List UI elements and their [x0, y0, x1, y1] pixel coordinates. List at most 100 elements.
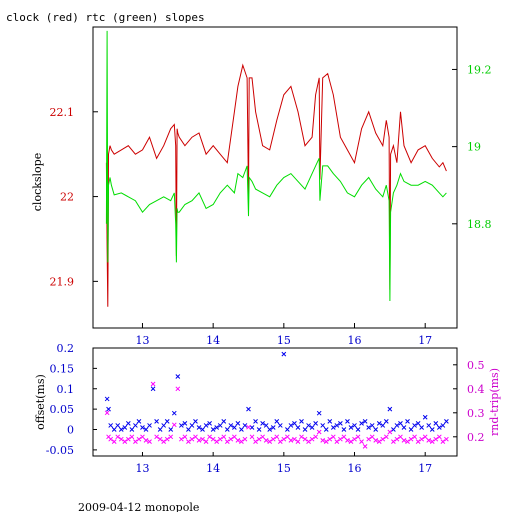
offset-panel: 13 14 15 16 17 -0.05 0 0.05 0.1 0.15 0.2 0.2 0.3 0.4 0…	[34, 342, 501, 475]
offset-point	[405, 419, 410, 424]
offset-x-tick-label: 17	[418, 462, 432, 475]
slope-panel: 13 14 15 16 17 21.9 22 22.1 18.8 19 19.2 clockslop…	[31, 26, 492, 347]
offset-point	[429, 427, 435, 432]
offset-point	[193, 419, 198, 424]
rtt-point	[193, 434, 198, 440]
offset-point	[224, 427, 230, 432]
rtt-point	[217, 436, 223, 442]
rtt-point	[253, 439, 258, 444]
offset-point	[366, 425, 372, 430]
rtt-point	[274, 434, 280, 440]
rtt-y-tick-label: 0.4	[467, 383, 485, 396]
offset-point	[111, 427, 117, 432]
offset-point	[143, 427, 149, 432]
slope-x-tick-label: 17	[418, 334, 432, 347]
slope-x-tick-label: 15	[277, 334, 291, 347]
offset-point	[327, 419, 333, 424]
offset-point	[436, 425, 442, 430]
offset-point	[426, 423, 432, 428]
rtt-point	[415, 439, 421, 444]
rtt-point	[186, 439, 191, 444]
offset-x-tick-label: 14	[206, 462, 220, 475]
offset-point	[186, 427, 191, 432]
offset-point	[334, 423, 340, 428]
offset-point	[419, 425, 425, 430]
rtt-point	[440, 439, 446, 444]
rtt-point	[412, 434, 417, 440]
rtc-slope-line	[105, 30, 447, 302]
rtt-point	[125, 436, 131, 442]
offset-point	[129, 427, 135, 432]
rtt-point	[232, 434, 237, 440]
rtt-point	[419, 436, 425, 442]
offset-point	[140, 425, 145, 430]
offset-point	[263, 423, 269, 428]
rtt-point	[338, 436, 343, 442]
offset-point	[106, 406, 111, 412]
offset-point	[299, 419, 304, 424]
offset-point	[330, 425, 336, 430]
rtt-point	[366, 436, 372, 442]
rtt-point	[260, 434, 265, 440]
rtt-point	[122, 439, 128, 444]
rtt-point	[235, 438, 241, 443]
rtt-point	[115, 434, 121, 440]
rtt-point	[373, 438, 379, 443]
rtt-point	[178, 436, 184, 442]
offset-point	[408, 427, 414, 432]
rtt-point	[348, 439, 354, 444]
offset-point	[189, 423, 195, 428]
offset-point	[164, 419, 170, 424]
rtt-point	[444, 436, 449, 442]
rtt-point	[429, 439, 435, 444]
rtt-y-tick-label: 0.2	[467, 431, 485, 444]
rtt-point	[281, 436, 287, 442]
slope-x-tick-label: 13	[135, 334, 149, 347]
rtt-point	[189, 436, 195, 442]
offset-point	[274, 419, 280, 424]
rtt-point	[147, 439, 152, 444]
offset-point	[253, 419, 258, 424]
rtt-point	[362, 444, 368, 449]
rtt-point	[200, 436, 205, 442]
rtt-point	[376, 439, 382, 444]
offset-point	[306, 423, 311, 428]
rtt-point	[327, 436, 333, 442]
offset-point	[376, 421, 382, 426]
rtt-point	[359, 439, 364, 444]
offset-point	[415, 421, 421, 426]
rtt-point	[408, 436, 414, 442]
rtt-point	[299, 434, 304, 440]
offset-point	[207, 421, 212, 426]
slope-y2-tick-label: 18.8	[467, 218, 492, 231]
rtt-point	[288, 438, 294, 443]
rtt-point	[140, 434, 145, 440]
slope-y-tick-label: 22.1	[50, 106, 75, 119]
offset-point	[239, 427, 244, 432]
offset-point	[309, 425, 315, 430]
offset-axes-layer: 13 14 15 16 17 -0.05 0 0.05 0.1 0.15 0.2 0.2 0.3 0.4 0…	[46, 342, 485, 475]
rtt-point	[143, 438, 149, 443]
footer-caption: 2009-04-12 monopole	[78, 501, 199, 512]
rtt-point	[196, 438, 202, 443]
offset-point	[387, 406, 393, 412]
slope-y-tick-label: 22	[60, 191, 74, 204]
offset-point	[246, 406, 251, 412]
rtt-point	[207, 434, 212, 440]
rtt-point	[334, 439, 340, 444]
rtt-y-axis-label: rnd-trip(ms)	[488, 368, 501, 436]
rtt-point	[263, 438, 269, 443]
offset-point	[383, 419, 389, 424]
offset-point	[136, 419, 142, 424]
offset-y-tick-label: 0	[67, 424, 74, 437]
rtt-point	[267, 439, 273, 444]
offset-y-axis-label: offset(ms)	[34, 374, 47, 430]
offset-point	[171, 410, 177, 416]
offset-point	[444, 419, 449, 424]
rtt-point	[355, 434, 361, 440]
rtt-point	[323, 439, 329, 444]
offset-point	[210, 427, 216, 432]
rtt-point	[405, 439, 410, 444]
offset-point	[277, 423, 283, 428]
rtt-point	[277, 439, 283, 444]
